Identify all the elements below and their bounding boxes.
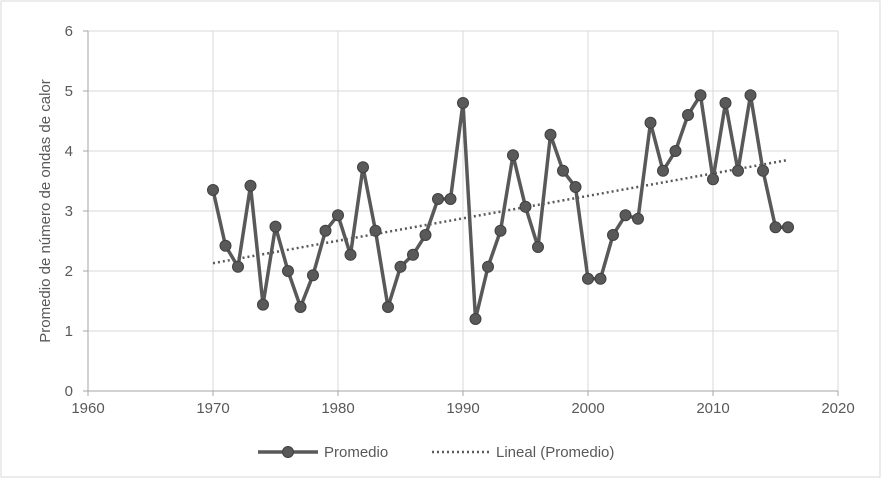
legend-marker-promedio	[282, 446, 294, 458]
x-tick-label: 2020	[821, 400, 854, 417]
data-point	[707, 173, 719, 186]
data-point	[444, 193, 457, 205]
y-tick-label: 2	[65, 263, 73, 280]
data-point	[382, 301, 394, 313]
y-tick-label: 4	[65, 143, 73, 160]
data-point	[344, 248, 357, 261]
x-tick-label: 2010	[696, 400, 729, 417]
data-point	[632, 212, 644, 225]
legend-label-promedio: Promedio	[324, 444, 388, 461]
data-point	[719, 97, 732, 109]
data-point	[232, 260, 244, 273]
y-axis-title: Promedio de número de ondas de calor	[37, 79, 54, 343]
data-point	[544, 128, 557, 141]
legend-label-lineal: Lineal (Promedio)	[496, 444, 614, 461]
data-point	[744, 89, 757, 102]
series-layer	[207, 89, 794, 325]
data-point	[494, 224, 507, 237]
data-point	[619, 209, 632, 222]
x-tick-label: 1970	[196, 400, 229, 417]
x-tick-label: 1980	[321, 400, 354, 417]
data-point	[419, 229, 432, 241]
data-point	[407, 248, 419, 261]
data-point	[732, 164, 744, 177]
legend: Promedio Lineal (Promedio)	[258, 444, 614, 461]
data-point	[757, 164, 769, 177]
data-point	[269, 220, 282, 233]
data-point	[644, 116, 657, 129]
data-point	[207, 184, 219, 196]
data-point	[244, 179, 257, 192]
data-point	[357, 161, 369, 174]
tick-labels: 1960 1970 1980 1990 2000 2010 2020 0 1 2 3 4 5 6	[65, 23, 855, 417]
y-tick-label: 3	[65, 203, 73, 220]
data-point	[519, 200, 532, 213]
data-point	[694, 89, 707, 102]
data-point	[557, 164, 569, 177]
data-point	[769, 221, 782, 234]
data-point	[507, 149, 519, 162]
x-tick-label: 1990	[446, 400, 479, 417]
axes	[83, 30, 839, 396]
y-tick-label: 0	[65, 383, 73, 400]
data-point	[682, 109, 694, 121]
data-point	[332, 209, 344, 222]
data-point	[369, 224, 382, 237]
y-tick-label: 1	[65, 323, 73, 340]
data-point	[669, 145, 682, 157]
data-point	[607, 229, 619, 241]
y-tick-label: 5	[65, 83, 73, 100]
data-point	[219, 239, 232, 252]
data-point	[569, 181, 582, 193]
data-point	[432, 193, 444, 205]
x-tick-label: 2000	[571, 400, 604, 417]
data-point	[657, 164, 669, 177]
data-point	[294, 301, 307, 313]
data-point	[282, 265, 294, 277]
data-point	[457, 97, 469, 109]
data-point	[257, 298, 269, 311]
data-point	[394, 260, 407, 273]
data-point	[482, 260, 494, 273]
y-tick-label: 6	[65, 23, 73, 40]
trendline	[212, 158, 789, 265]
data-point	[319, 224, 332, 237]
data-point	[532, 241, 544, 253]
data-point	[582, 272, 594, 285]
data-point	[594, 272, 607, 285]
data-point	[307, 269, 319, 282]
grid-lines	[88, 30, 839, 391]
data-point	[469, 313, 482, 325]
data-point	[782, 221, 794, 234]
x-tick-label: 1960	[71, 400, 104, 417]
